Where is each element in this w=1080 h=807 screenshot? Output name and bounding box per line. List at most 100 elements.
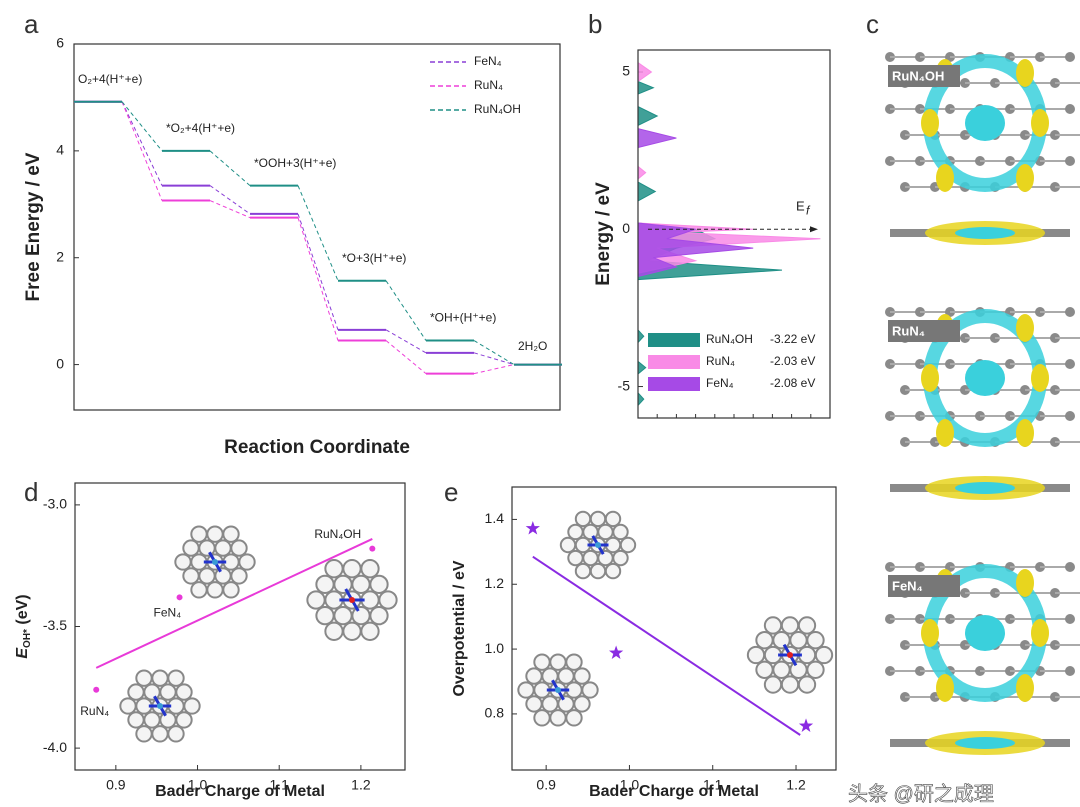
carbon-atom — [1065, 666, 1075, 676]
ring — [574, 562, 592, 580]
y-tick-label: 5 — [622, 63, 630, 79]
ring — [517, 681, 535, 699]
y-tick-label: 0 — [56, 355, 64, 371]
x-tick-label: 1.2 — [786, 777, 806, 793]
connector — [297, 217, 339, 341]
legend-label: FeN₄ — [706, 376, 734, 390]
charge-density — [1031, 364, 1049, 392]
ring — [589, 562, 607, 580]
ring — [797, 675, 817, 694]
ring — [789, 631, 808, 650]
ring — [814, 645, 834, 665]
ring — [573, 695, 591, 713]
connector — [297, 213, 339, 331]
fit-line — [532, 555, 801, 736]
y-tick-label: -4.0 — [43, 739, 67, 755]
charge-density — [1031, 619, 1049, 647]
ring — [780, 616, 800, 635]
molecule-inset — [306, 559, 398, 641]
point — [798, 718, 814, 732]
point — [93, 686, 100, 693]
ring — [315, 574, 335, 594]
metal-atom — [787, 652, 793, 658]
ring — [306, 590, 326, 610]
charge-density — [1016, 419, 1034, 447]
ring — [360, 559, 380, 579]
connector — [121, 101, 163, 186]
step-label: *O+3(H⁺+e) — [342, 251, 406, 265]
structure-image — [885, 562, 1080, 755]
ring — [619, 536, 637, 554]
y-tick-label: 1.2 — [485, 575, 505, 591]
step-label: *OH+(H⁺+e) — [430, 311, 496, 325]
ring — [755, 660, 774, 679]
legend-swatch — [648, 377, 700, 391]
x-axis-label: Bader Charge of Metal — [155, 783, 325, 800]
label-box — [888, 575, 960, 597]
connector — [209, 200, 251, 219]
connector — [473, 340, 515, 366]
fermi-label: E — [796, 199, 805, 214]
y-axis-label-part: Overpotential / eV — [451, 560, 468, 696]
ring — [333, 606, 353, 626]
metal-atom — [212, 559, 218, 565]
x-tick-label: 0.9 — [536, 777, 556, 793]
ring — [119, 697, 137, 715]
ring — [214, 567, 232, 585]
legend-label: RuN₄OH — [706, 332, 753, 346]
ring — [167, 725, 185, 743]
ring — [604, 562, 622, 580]
ring — [135, 725, 153, 743]
x-tick-label: 1.1 — [703, 777, 723, 793]
x-tick-label: 1.2 — [351, 777, 371, 793]
charge-density — [936, 419, 954, 447]
connector — [209, 150, 251, 186]
metal-atom — [349, 597, 355, 603]
y-axis-label: Energy / eV — [593, 182, 614, 286]
ring — [159, 683, 177, 701]
ring — [559, 536, 577, 554]
ring — [183, 697, 201, 715]
ring — [772, 631, 791, 650]
ring — [143, 683, 161, 701]
molecule-inset — [119, 669, 201, 743]
carbon-atom — [1065, 52, 1075, 62]
ring — [351, 606, 371, 626]
plot-frame — [511, 486, 837, 771]
watermark: 头条 @研之成理 — [848, 782, 994, 805]
fermi-arrow — [810, 226, 818, 233]
carbon-atom — [1065, 411, 1075, 421]
ring — [567, 523, 584, 541]
ring — [378, 590, 398, 610]
structure-label: RuN₄OH — [892, 68, 944, 83]
y-axis-label: Free Energy / eV — [23, 152, 44, 301]
ring — [582, 523, 599, 541]
ring — [541, 695, 559, 713]
ring — [333, 574, 353, 594]
connector — [473, 364, 515, 375]
ring — [167, 669, 185, 687]
ring — [127, 683, 145, 701]
ring — [604, 510, 622, 528]
ring — [541, 667, 559, 685]
metal-atom — [595, 542, 601, 548]
charge-density — [1016, 674, 1034, 702]
charge-density — [921, 364, 939, 392]
ring — [574, 510, 592, 528]
charge-density — [955, 227, 1015, 239]
ring — [746, 645, 766, 665]
ring — [806, 631, 825, 650]
ring — [127, 711, 145, 729]
x-axis-label: Reaction Coordinate — [224, 437, 410, 458]
ring — [206, 581, 224, 599]
legend-value: -2.08 eV — [770, 376, 815, 390]
panel-label: c — [866, 9, 879, 39]
ring — [525, 695, 543, 713]
y-tick-label: 6 — [56, 35, 64, 51]
ring — [573, 667, 591, 685]
y-tick-label: 0.8 — [485, 705, 505, 721]
ring — [772, 660, 791, 679]
ring — [597, 523, 614, 541]
legend-value: -2.03 eV — [770, 354, 815, 368]
metal-atom — [555, 687, 561, 693]
